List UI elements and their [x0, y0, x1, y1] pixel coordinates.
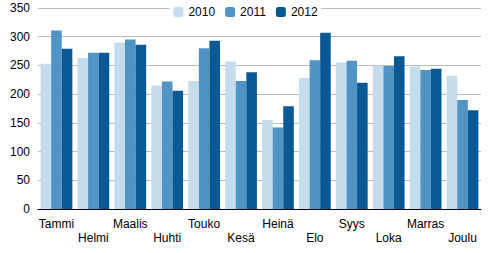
svg-text:2011: 2011	[240, 5, 266, 19]
svg-text:Joulu: Joulu	[448, 231, 477, 245]
svg-text:Touko: Touko	[188, 217, 220, 231]
svg-text:Elo: Elo	[306, 231, 324, 245]
svg-text:Kesä: Kesä	[227, 231, 255, 245]
svg-text:200: 200	[10, 87, 30, 101]
svg-text:Tammi: Tammi	[39, 217, 74, 231]
svg-text:100: 100	[10, 145, 30, 159]
svg-text:300: 300	[10, 30, 30, 44]
svg-text:Maalis: Maalis	[113, 217, 148, 231]
svg-text:Loka: Loka	[376, 231, 402, 245]
svg-text:350: 350	[10, 1, 30, 15]
svg-text:250: 250	[10, 58, 30, 72]
svg-text:2010: 2010	[188, 5, 215, 19]
svg-text:Heinä: Heinä	[262, 217, 294, 231]
svg-text:Helmi: Helmi	[78, 231, 109, 245]
svg-text:50: 50	[17, 173, 31, 187]
svg-text:150: 150	[10, 116, 30, 130]
svg-text:Huhti: Huhti	[153, 231, 181, 245]
svg-text:Marras: Marras	[407, 217, 444, 231]
svg-text:Syys: Syys	[339, 217, 365, 231]
svg-text:0: 0	[23, 202, 30, 216]
svg-text:2012: 2012	[291, 5, 318, 19]
